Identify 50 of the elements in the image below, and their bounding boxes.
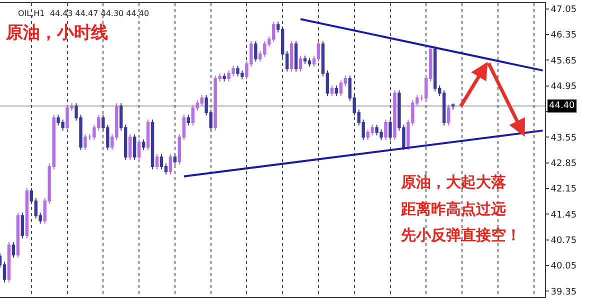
candlestick — [388, 119, 392, 141]
candlestick — [451, 102, 455, 110]
candlestick — [137, 138, 141, 160]
candlestick — [25, 188, 29, 239]
candlestick — [16, 212, 20, 258]
candlestick — [132, 134, 136, 160]
candlestick — [446, 104, 450, 126]
annotation: 原油，大起大落 — [400, 173, 507, 191]
candlestick — [222, 72, 226, 82]
candlestick — [254, 40, 258, 62]
candlestick — [434, 46, 437, 92]
candlestick — [298, 55, 302, 72]
text: 原油，小时线 — [5, 22, 108, 43]
y-tick-label: 41.45 — [550, 210, 577, 220]
candlestick — [384, 119, 388, 141]
y-tick-label: 43.55 — [550, 133, 577, 144]
ref-line-label: 44.40 — [549, 101, 576, 111]
candlestick — [128, 134, 132, 160]
candlestick — [155, 154, 159, 170]
candlestick — [442, 90, 446, 126]
candlestick — [186, 114, 190, 126]
candlestick — [173, 154, 177, 166]
candlestick — [168, 154, 172, 176]
y-tick-label: 45.65 — [550, 56, 577, 66]
candlestick — [20, 212, 24, 239]
candlestick — [330, 84, 334, 97]
y-tick-label: 44.95 — [550, 82, 577, 92]
y-tick-label: 42.15 — [550, 184, 577, 195]
candlestick — [294, 40, 298, 72]
candlestick — [12, 242, 16, 258]
candlestick — [84, 134, 87, 150]
annotation: 先小反弹直接空！ — [400, 226, 521, 244]
y-tick-label: 39.35 — [550, 287, 577, 298]
candlestick — [7, 242, 11, 283]
y-tick-label: 40.75 — [550, 236, 577, 246]
candlestick — [146, 119, 150, 150]
candlestick — [334, 84, 338, 97]
candlestick — [308, 57, 312, 68]
candlestick — [303, 55, 307, 64]
annotation: 距离昨高点过远 — [400, 200, 507, 218]
candlestick — [200, 94, 204, 107]
annotation: OIL,H1 44.43 44.47 44.30 44.40 — [18, 9, 150, 18]
candlestick — [142, 138, 146, 150]
candlestick — [290, 40, 294, 72]
y-tick-label: 40.05 — [550, 262, 577, 272]
candlestick — [393, 90, 396, 141]
y-tick-label: 47.05 — [550, 5, 577, 16]
y-tick-label: 46.35 — [550, 30, 577, 41]
y-tick-label: 42.85 — [550, 158, 577, 169]
candlestick — [150, 119, 154, 170]
